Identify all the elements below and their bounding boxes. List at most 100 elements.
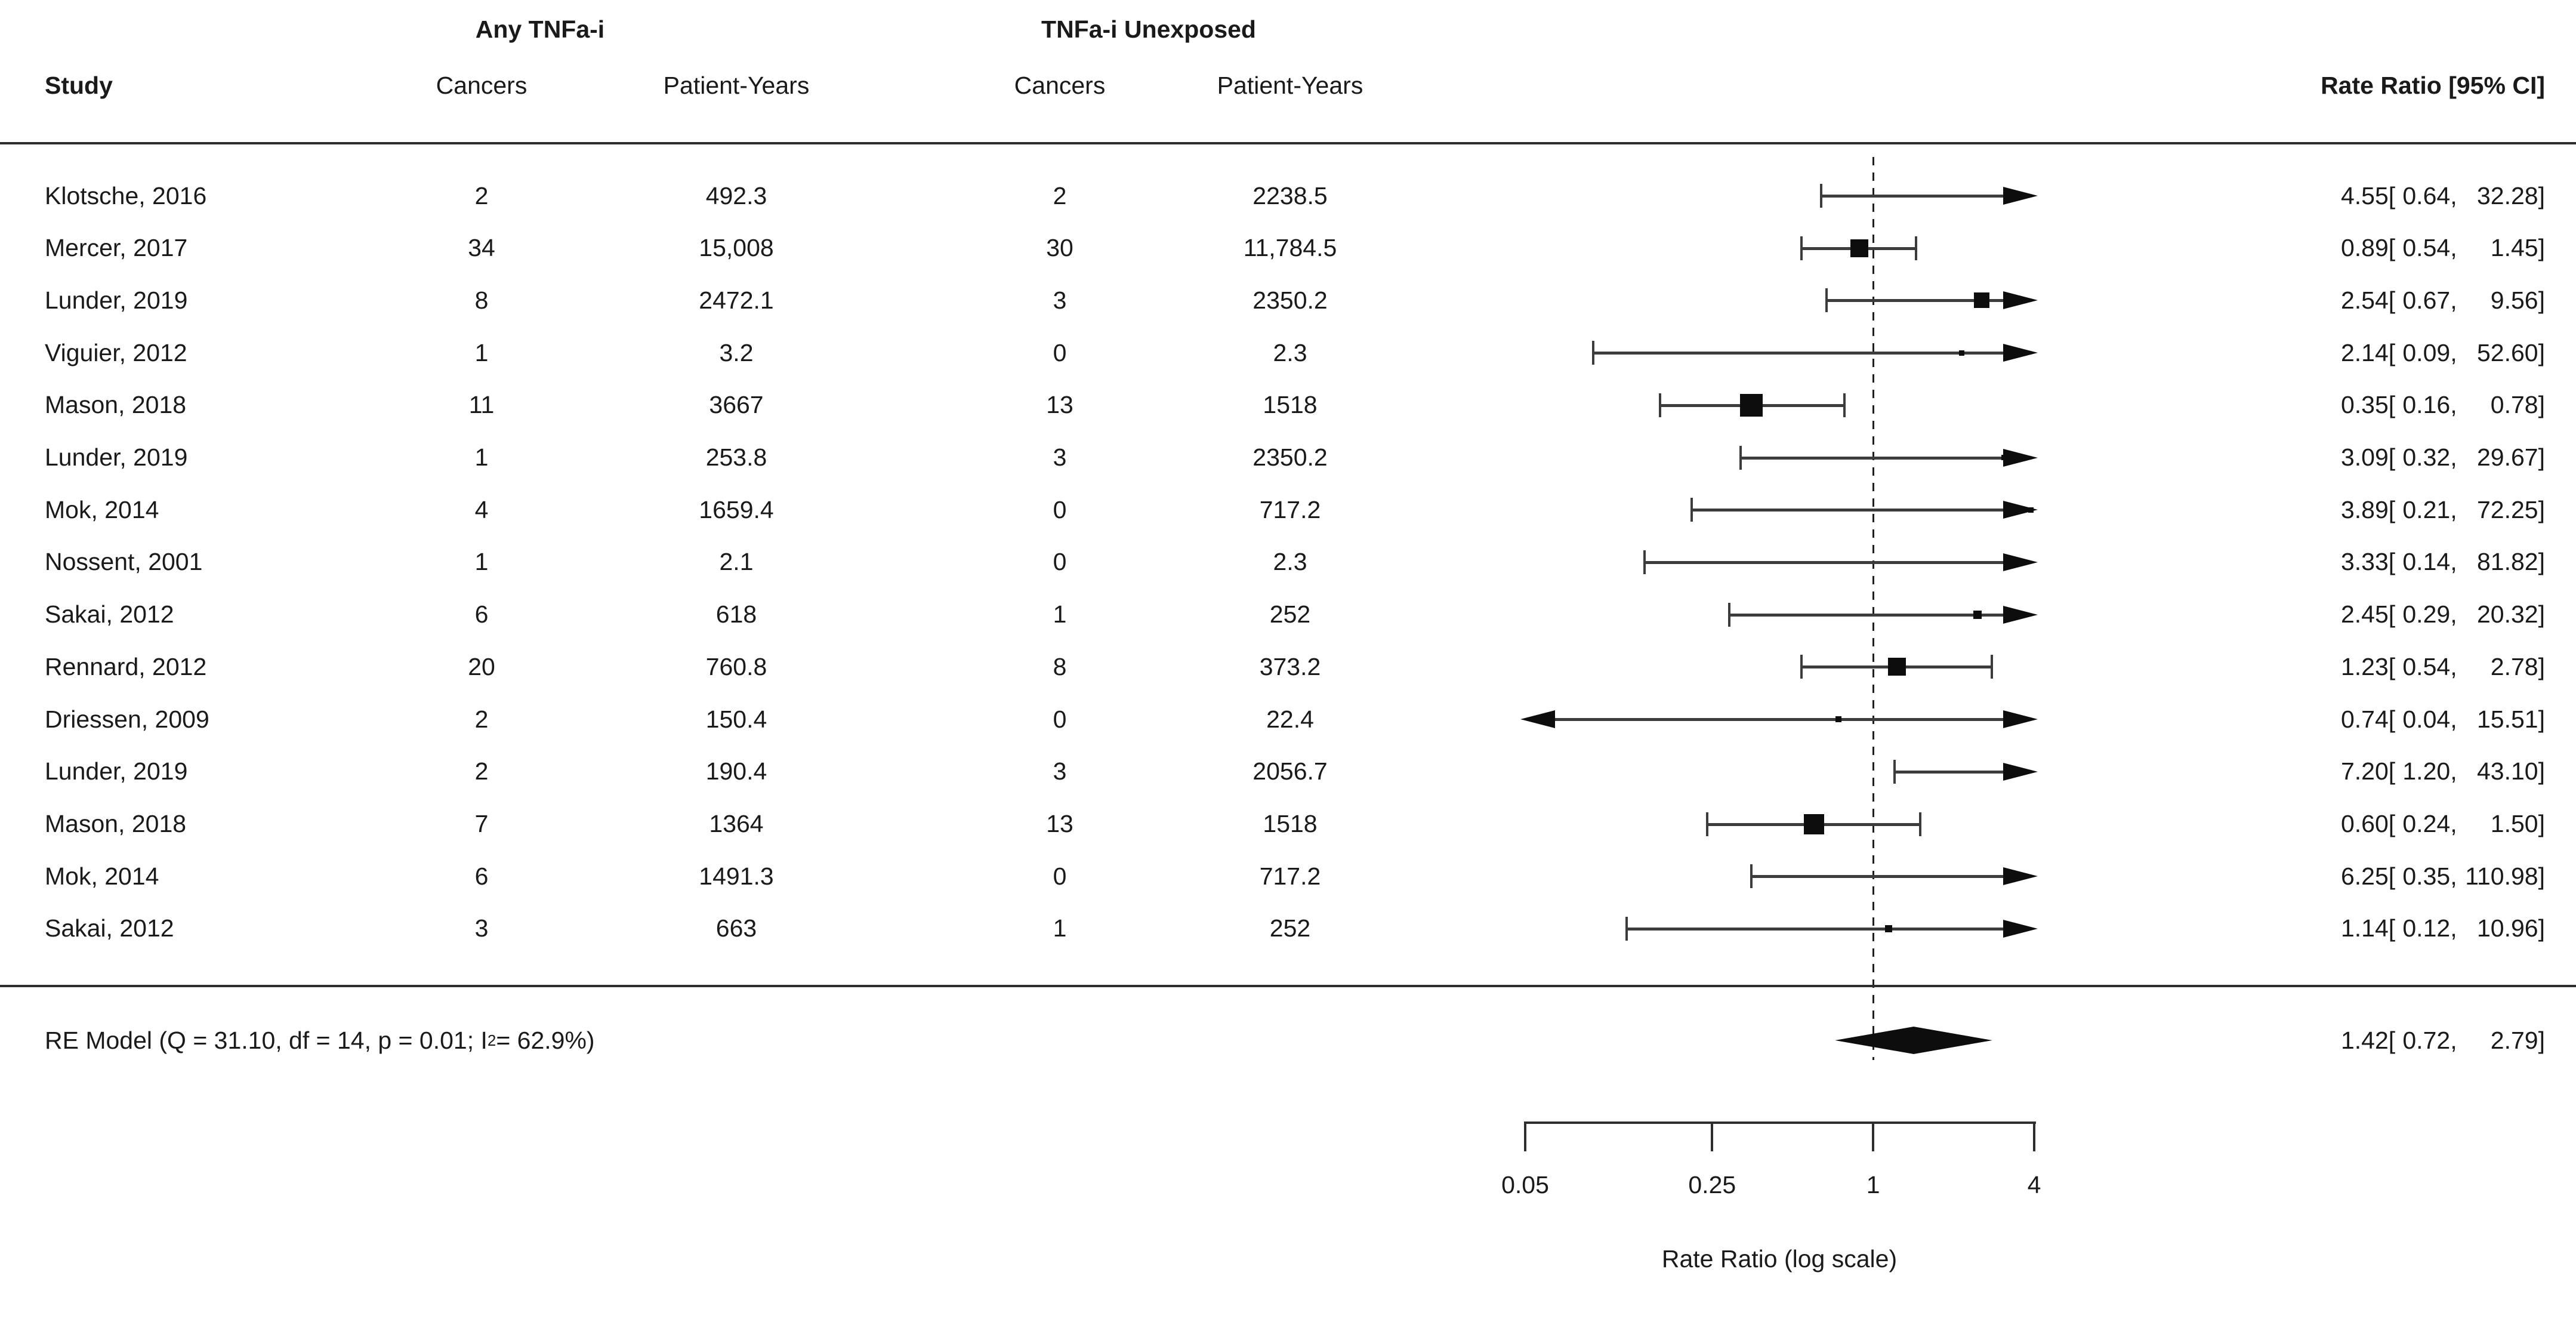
ci-line [1555, 718, 2003, 722]
unexposed-cancers-value: 30 [1046, 234, 1073, 262]
rate-ratio-estimate-text: 2.45 [2340, 600, 2389, 628]
exposed-patient-years-column-header: Patient-Years [663, 72, 810, 99]
ci-arrow-right-icon [2003, 187, 2038, 205]
rate-ratio-ci-value: 7.20 [1.20, 43.10] [2334, 745, 2545, 798]
exposed-cancers-value: 8 [474, 286, 489, 314]
ci-cap-left [1592, 341, 1595, 365]
close-bracket-text: ] [2538, 705, 2545, 733]
effect-size-marker [2001, 455, 2007, 461]
ci-arrow-right-icon [2003, 710, 2038, 729]
open-bracket-text: [ [2388, 286, 2396, 314]
exposed-patient-years-value: 760.8 [705, 652, 767, 680]
unexposed-cancers-value: 13 [1046, 810, 1073, 838]
re-model-label-suffix: = 62.9%) [496, 1026, 595, 1054]
ci-upper-text: 20.32 [2476, 600, 2538, 628]
study-label: Mercer, 2017 [45, 234, 188, 262]
rate-ratio-estimate-text: 2.54 [2340, 286, 2389, 314]
unexposed-patient-years-value: 2.3 [1273, 338, 1307, 366]
rate-ratio-ci-value: 1.14 [0.12, 10.96] [2334, 902, 2545, 955]
rate-ratio-estimate-text: 4.55 [2340, 181, 2389, 209]
reference-line [1872, 157, 1874, 1060]
exposed-cancers-value: 2 [474, 181, 489, 209]
unexposed-cancers-value: 0 [1053, 548, 1067, 576]
ci-lower-text: 0.24 [2402, 810, 2451, 838]
study-label: Sakai, 2012 [45, 600, 174, 628]
ci-upper-text: 32.28 [2476, 181, 2538, 209]
effect-size-marker [1803, 814, 1824, 834]
unexposed-patient-years-column-header: Patient-Years [1217, 72, 1363, 99]
exposed-cancers-column-header: Cancers [436, 72, 527, 99]
unexposed-cancers-value: 2 [1053, 181, 1067, 209]
exposed-cancers-value: 1 [474, 548, 489, 576]
ci-lower-text: 0.29 [2402, 600, 2451, 628]
open-bracket-text: [ [2388, 600, 2396, 628]
x-axis-tick [1711, 1123, 1714, 1151]
effect-size-marker [2010, 560, 2015, 565]
ci-upper-text: 52.60 [2476, 338, 2538, 366]
open-bracket-text: [ [2388, 757, 2396, 785]
exposed-cancers-value: 2 [474, 757, 489, 785]
column-group-exposed-header: Any TNFa-i [475, 16, 605, 43]
exposed-cancers-value: 34 [468, 234, 495, 262]
rate-ratio-ci-value: 4.55 [0.64, 32.28] [2334, 170, 2545, 222]
ci-cap-left [1643, 550, 1646, 574]
close-bracket-text: ] [2538, 914, 2545, 942]
study-label: Mason, 2018 [45, 810, 187, 838]
unexposed-cancers-value: 0 [1053, 862, 1067, 890]
comma-text: , [2450, 286, 2457, 314]
ci-arrow-right-icon [2003, 448, 2038, 467]
ci-upper-text: 1.45 [2490, 234, 2538, 262]
study-row: Viguier, 2012 1 3.2 0 2.3 2.14 [0.09, 52.60] [0, 326, 2576, 379]
x-axis-line [1524, 1122, 2036, 1124]
effect-size-marker [1835, 716, 1841, 723]
re-model-label: RE Model (Q = 31.10, df = 14, p = 0.01; … [45, 1026, 595, 1054]
comma-text: , [2450, 914, 2457, 942]
open-bracket-text: [ [2388, 862, 2396, 890]
open-bracket-text: [ [2388, 338, 2396, 366]
effect-size-marker [1850, 239, 1869, 257]
effect-size-marker [1739, 393, 1763, 417]
ci-cap-left [1825, 288, 1828, 313]
open-bracket-text: [ [2388, 391, 2396, 419]
comma-text: , [2450, 181, 2457, 209]
x-axis-tick [1872, 1123, 1875, 1151]
unexposed-cancers-column-header: Cancers [1014, 72, 1106, 99]
exposed-patient-years-value: 1364 [709, 810, 764, 838]
ci-line [1751, 875, 2003, 879]
open-bracket-text: [ [2388, 914, 2396, 942]
ci-upper-text: 29.67 [2476, 443, 2538, 472]
study-label: Klotsche, 2016 [45, 181, 207, 209]
study-label: Driessen, 2009 [45, 705, 209, 733]
rate-ratio-ci-value: 3.33 [0.14, 81.82] [2334, 536, 2545, 589]
study-row: Lunder, 2019 1 253.8 3 2350.2 3.09 [0.32, 29.6… [0, 432, 2576, 484]
exposed-patient-years-value: 1659.4 [699, 495, 774, 523]
close-bracket-text: ] [2538, 391, 2545, 419]
x-axis-label: Rate Ratio (log scale) [1661, 1245, 1898, 1273]
rate-ratio-estimate-text: 1.23 [2340, 652, 2389, 680]
ci-lower-text: 0.12 [2402, 914, 2451, 942]
exposed-cancers-value: 7 [474, 810, 489, 838]
close-bracket-text: ] [2538, 234, 2545, 262]
ci-cap-left [1690, 498, 1693, 522]
effect-size-marker [2028, 507, 2034, 513]
ci-lower-text: 0.54 [2402, 652, 2451, 680]
study-label: Lunder, 2019 [45, 443, 188, 472]
unexposed-cancers-value: 8 [1053, 652, 1067, 680]
ci-arrow-left-icon [1520, 710, 1555, 729]
comma-text: , [2450, 391, 2457, 419]
study-row: Mercer, 2017 34 15,008 30 11,784.5 0.89 [0.54… [0, 222, 2576, 275]
rate-ratio-estimate-text: 0.74 [2340, 705, 2389, 733]
exposed-cancers-value: 6 [474, 600, 489, 628]
unexposed-patient-years-value: 717.2 [1259, 862, 1321, 890]
rate-ratio-ci-value: 0.89 [0.54, 1.45] [2334, 222, 2545, 275]
study-row: Sakai, 2012 3 663 1 252 1.14 [0.12, 10.96] [0, 902, 2576, 955]
ci-lower-text: 0.14 [2402, 548, 2451, 576]
ci-lower-text: 0.32 [2402, 443, 2451, 472]
open-bracket-text: [ [2388, 234, 2396, 262]
study-row: Rennard, 2012 20 760.8 8 373.2 1.23 [0.54, 2.7… [0, 640, 2576, 693]
ci-upper-text: 43.10 [2476, 757, 2538, 785]
unexposed-cancers-value: 3 [1053, 443, 1067, 472]
ci-lower-text: 0.04 [2402, 705, 2451, 733]
unexposed-patient-years-value: 2350.2 [1252, 286, 1328, 314]
exposed-cancers-value: 11 [468, 391, 495, 419]
